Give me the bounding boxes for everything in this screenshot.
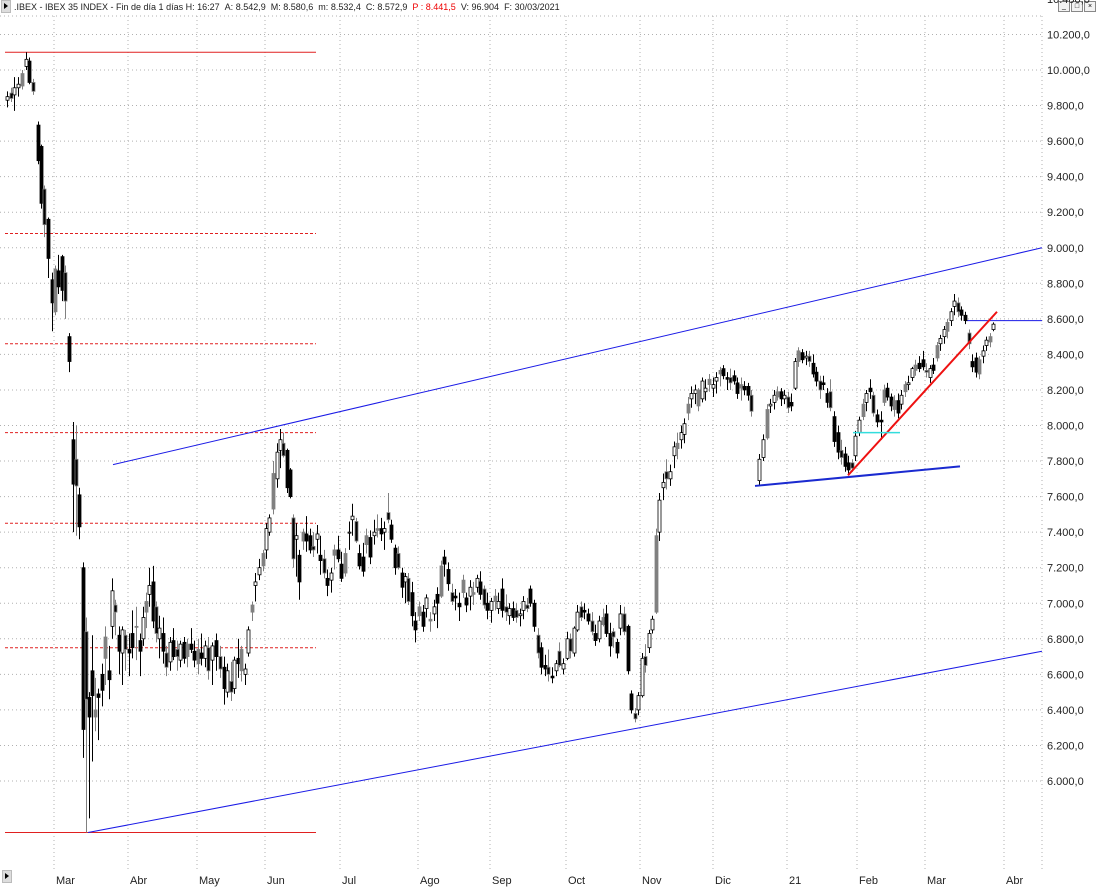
uptrend-feb-mar-line[interactable] [847,311,998,476]
close-label: C: [365,2,375,12]
channel-lower-line[interactable] [87,650,1043,834]
y-tick-label: 7.400,0 [1047,527,1084,539]
maximize-icon[interactable]: □ [1071,1,1083,12]
y-tick-label: 7.600,0 [1047,492,1084,504]
y-tick-label: 9.600,0 [1047,136,1084,148]
time-value: 16:27 [197,2,220,12]
y-tick-label: 8.800,0 [1047,278,1084,290]
x-axis: Mar Abr May Jun Jul Ago Sep Oct Nov Dic 21 Feb Mar Ab… [56,875,1023,887]
chart-title-bar: .IBEX - IBEX 35 INDEX - Fin de día 1 día… [0,0,1100,14]
date-value: 30/03/2021 [514,2,560,12]
high-value: 8.580,6 [283,2,314,12]
y-tick-label: 9.400,0 [1047,172,1084,184]
window-controls: _ □ × [1058,1,1096,12]
y-axis: 10.400,0 10.200,0 10.000,0 9.800,0 9.600,0 9.… [1047,0,1090,788]
y-tick-label: 6.000,0 [1047,776,1084,788]
x-tick-label: Sep [492,875,512,887]
x-tick-label: Oct [568,875,585,887]
close-icon[interactable]: × [1084,1,1096,12]
x-tick-label: May [199,875,220,887]
low-label: m: [318,2,329,12]
high-label: M: [270,2,281,12]
x-tick-label: Abr [130,875,147,887]
x-tick-label: Jun [267,875,285,887]
y-tick-label: 6.400,0 [1047,705,1084,717]
y-tick-label: 8.000,0 [1047,421,1084,433]
x-tick-label: Jul [342,875,356,887]
y-tick-label: 9.000,0 [1047,243,1084,255]
x-tick-label: Mar [927,875,946,887]
y-tick-label: 8.400,0 [1047,349,1084,361]
low-value: 8.532,4 [330,2,361,12]
prev-value: 8.441,5 [425,2,456,12]
y-tick-label: 6.600,0 [1047,669,1084,681]
open-label: A: [224,2,234,12]
chart-title: .IBEX - IBEX 35 INDEX - Fin de día 1 día… [14,2,184,12]
x-tick-label: 21 [789,875,801,887]
open-value: 8.542,9 [235,2,266,12]
y-tick-label: 10.000,0 [1047,65,1090,77]
minimize-icon[interactable]: _ [1058,1,1070,12]
close-value: 8.572,9 [377,2,408,12]
volume-value: 96.904 [471,2,500,12]
support-dic-feb-line[interactable] [754,465,961,487]
x-tick-label: Abr [1006,875,1023,887]
scroll-arrow-icon[interactable] [2,870,12,883]
channel-upper-line[interactable] [112,247,1043,466]
x-tick-label: Nov [642,875,662,887]
y-tick-label: 10.400,0 [1047,0,1090,6]
y-tick-label: 9.800,0 [1047,101,1084,113]
trend-lines[interactable] [87,247,1043,834]
horizontal-levels [5,51,1042,834]
y-tick-label: 9.200,0 [1047,207,1084,219]
x-tick-label: Dic [715,875,731,887]
y-tick-label: 6.200,0 [1047,740,1084,752]
time-label: H: [185,2,195,12]
prev-label: P : [412,2,424,12]
y-tick-label: 7.800,0 [1047,456,1084,468]
expand-arrow-icon[interactable] [1,0,11,14]
y-tick-label: 8.200,0 [1047,385,1084,397]
x-tick-label: Ago [420,875,440,887]
volume-label: V: [460,2,469,12]
y-tick-label: 8.600,0 [1047,314,1084,326]
y-tick-label: 6.800,0 [1047,634,1084,646]
grid [0,15,1043,872]
date-label: F: [504,2,513,12]
y-tick-label: 7.000,0 [1047,598,1084,610]
y-tick-label: 10.200,0 [1047,29,1090,41]
x-tick-label: Mar [56,875,75,887]
y-tick-label: 7.200,0 [1047,563,1084,575]
candles [5,52,996,833]
x-tick-label: Feb [859,875,878,887]
